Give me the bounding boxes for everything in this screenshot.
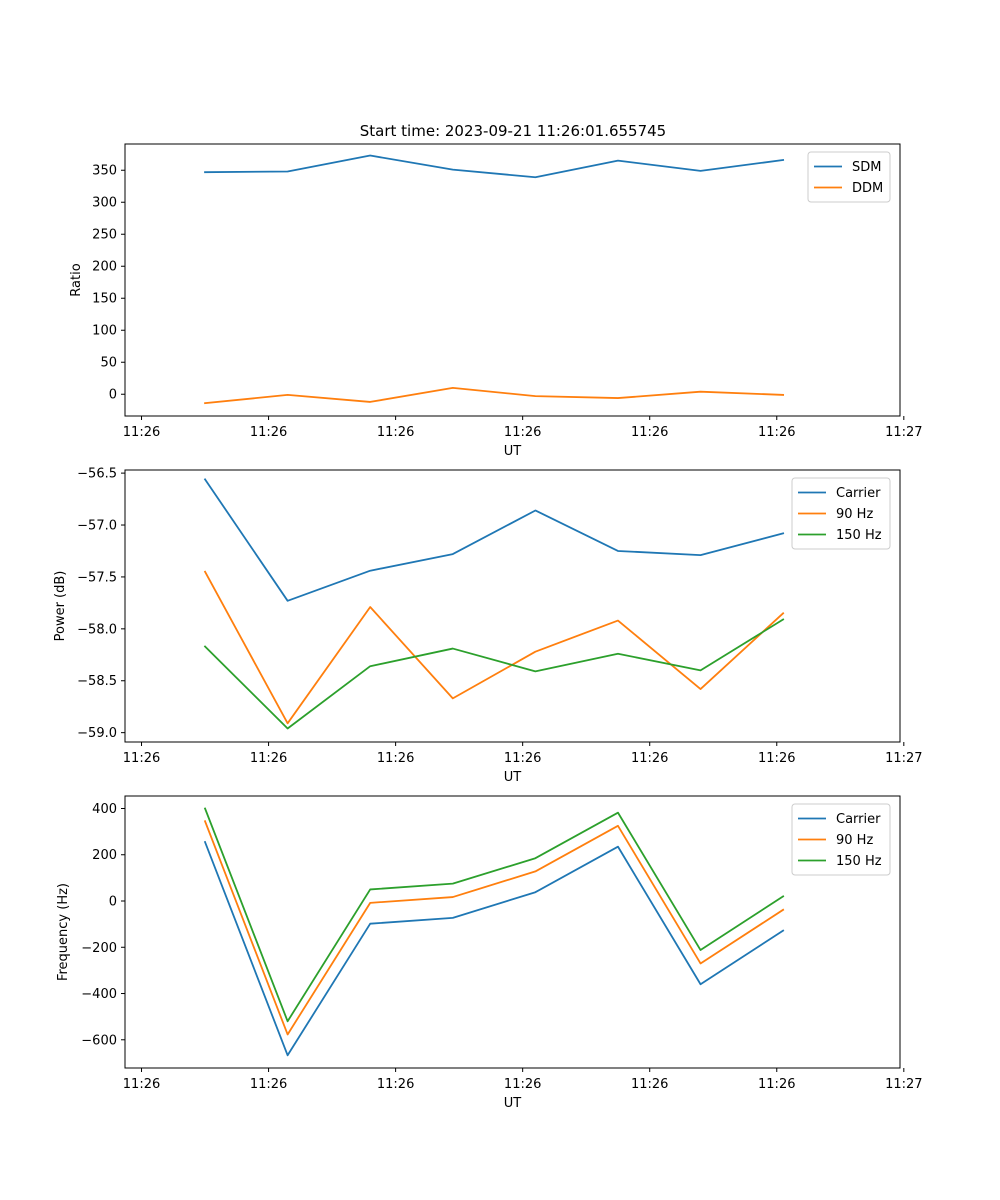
y-axis-label: Frequency (Hz) [56, 883, 71, 981]
x-tick-label: 11:26 [377, 1077, 414, 1092]
subplot-3: 11:26 11:26 11:26 11:26 11:26 11:26 11:27 −600 −… [56, 795, 923, 1111]
x-tick-label: 11:26 [123, 425, 160, 440]
x-tick-label: 11:26 [123, 751, 160, 766]
y-tick-label: −56.5 [77, 467, 117, 482]
legend-box [807, 151, 891, 203]
series-line-90-hz [203, 820, 785, 1036]
figure-title: Start time: 2023-09-21 11:26:01.655745 [360, 122, 666, 140]
series-line-150-hz [203, 807, 785, 1023]
x-tick-label: 11:27 [885, 425, 922, 440]
series-line-150-hz [203, 618, 785, 730]
x-tick-label: 11:26 [758, 425, 795, 440]
y-tick-label: 150 [92, 292, 117, 307]
y-tick-label: 350 [92, 164, 117, 179]
y-tick-label: 400 [92, 802, 117, 817]
x-tick-label: 11:26 [250, 751, 287, 766]
series-line-carrier [203, 840, 785, 1057]
subplot-2: 11:26 11:26 11:26 11:26 11:26 11:26 11:27 −59.0… [53, 467, 923, 785]
legend-label: Carrier [836, 486, 881, 501]
y-tick-label: 250 [92, 228, 117, 243]
series-line-sdm [204, 154, 785, 179]
y-tick-label: 0 [109, 388, 117, 403]
x-tick-label: 11:26 [504, 1077, 541, 1092]
y-tick-label: −57.0 [77, 519, 117, 534]
legend-label: SDM [852, 160, 881, 175]
legend-label: 150 Hz [836, 854, 882, 869]
axes-frame [124, 143, 901, 417]
y-axis-label: Power (dB) [53, 571, 68, 642]
series-line-carrier [203, 478, 785, 602]
legend-box [791, 803, 891, 876]
y-tick-label: 200 [92, 260, 117, 275]
x-tick-label: 11:26 [504, 425, 541, 440]
series-line-90-hz [203, 570, 785, 725]
legend-label: 150 Hz [836, 528, 882, 543]
x-tick-label: 11:26 [123, 1077, 160, 1092]
x-tick-label: 11:26 [758, 751, 795, 766]
y-tick-label: −58.5 [77, 674, 117, 689]
plots-container: 11:26 11:26 11:26 11:26 11:26 11:26 11:27 0 50 10… [53, 143, 923, 1111]
y-tick-label: 0 [109, 895, 117, 910]
legend: SDM DDM [807, 151, 891, 203]
legend-box [791, 477, 891, 550]
y-tick-label: −58.0 [77, 622, 117, 637]
x-tick-label: 11:26 [631, 425, 668, 440]
legend-label: 90 Hz [836, 833, 873, 848]
axes-frame [124, 469, 901, 743]
series-line-ddm [204, 386, 785, 405]
x-axis-label: UT [504, 770, 522, 785]
y-axis-label: Ratio [69, 263, 84, 296]
x-axis-label: UT [504, 444, 522, 459]
y-tick-label: −600 [81, 1033, 117, 1048]
x-axis-label: UT [504, 1096, 522, 1111]
y-tick-label: −400 [81, 987, 117, 1002]
y-tick-label: 300 [92, 196, 117, 211]
y-tick-label: −200 [81, 941, 117, 956]
y-tick-label: −59.0 [77, 726, 117, 741]
x-tick-label: 11:26 [377, 751, 414, 766]
legend-label: 90 Hz [836, 507, 873, 522]
x-tick-label: 11:26 [631, 751, 668, 766]
x-tick-label: 11:26 [631, 1077, 668, 1092]
x-tick-label: 11:26 [504, 751, 541, 766]
y-tick-label: 200 [92, 848, 117, 863]
legend: Carrier 90 Hz 150 Hz [791, 477, 891, 550]
y-tick-label: 50 [100, 356, 117, 371]
x-tick-label: 11:27 [885, 751, 922, 766]
legend-label: DDM [852, 181, 883, 196]
x-tick-label: 11:26 [377, 425, 414, 440]
subplot-1: 11:26 11:26 11:26 11:26 11:26 11:26 11:27 0 50 10… [69, 143, 923, 459]
x-tick-label: 11:27 [885, 1077, 922, 1092]
y-tick-label: 100 [92, 324, 117, 339]
y-tick-label: −57.5 [77, 570, 117, 585]
x-tick-label: 11:26 [758, 1077, 795, 1092]
axes-frame [124, 795, 901, 1069]
x-tick-label: 11:26 [250, 425, 287, 440]
legend-label: Carrier [836, 812, 881, 827]
legend: Carrier 90 Hz 150 Hz [791, 803, 891, 876]
x-tick-label: 11:26 [250, 1077, 287, 1092]
